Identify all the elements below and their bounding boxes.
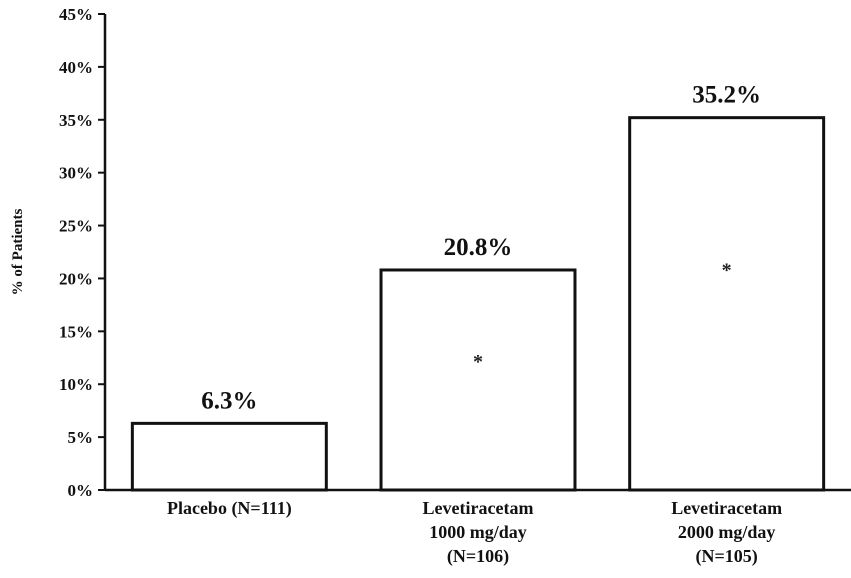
bar bbox=[130, 421, 328, 492]
significance-marker: * bbox=[473, 351, 483, 373]
bar bbox=[628, 116, 826, 492]
y-tick-label: 35% bbox=[59, 111, 93, 130]
y-tick-label: 10% bbox=[59, 375, 93, 394]
y-tick-label: 30% bbox=[59, 164, 93, 183]
significance-marker: * bbox=[722, 260, 732, 282]
y-tick-label: 5% bbox=[68, 428, 94, 447]
y-axis-title: % of Patients bbox=[10, 209, 26, 296]
data-label: 20.8% bbox=[444, 234, 513, 261]
y-tick-label: 45% bbox=[59, 5, 93, 24]
y-tick-label: 20% bbox=[59, 269, 93, 288]
bar bbox=[379, 268, 577, 492]
x-axis: Placebo (N=111) Levetiracetam 1000 mg/day(… bbox=[105, 488, 851, 567]
data-label: 6.3% bbox=[201, 387, 257, 414]
y-tick-label: 0% bbox=[68, 481, 94, 500]
x-category-label: Levetiracetam 2000 mg/day (N=105) bbox=[671, 498, 782, 567]
data-label: 35.2% bbox=[692, 82, 761, 109]
y-axis: 0% 5% 10% 15% 20% 25% 30% 35% 40% 45% bbox=[59, 5, 107, 500]
y-tick-label: 25% bbox=[59, 217, 93, 236]
y-tick-label: 15% bbox=[59, 322, 93, 341]
x-category-label: Placebo (N=111) bbox=[167, 498, 292, 519]
y-tick-label: 40% bbox=[59, 58, 93, 77]
x-category-label: Levetiracetam 1000 mg/day (N=106) bbox=[423, 498, 534, 567]
bars: 6.3% 20.8% * 35.2% * bbox=[130, 82, 826, 492]
